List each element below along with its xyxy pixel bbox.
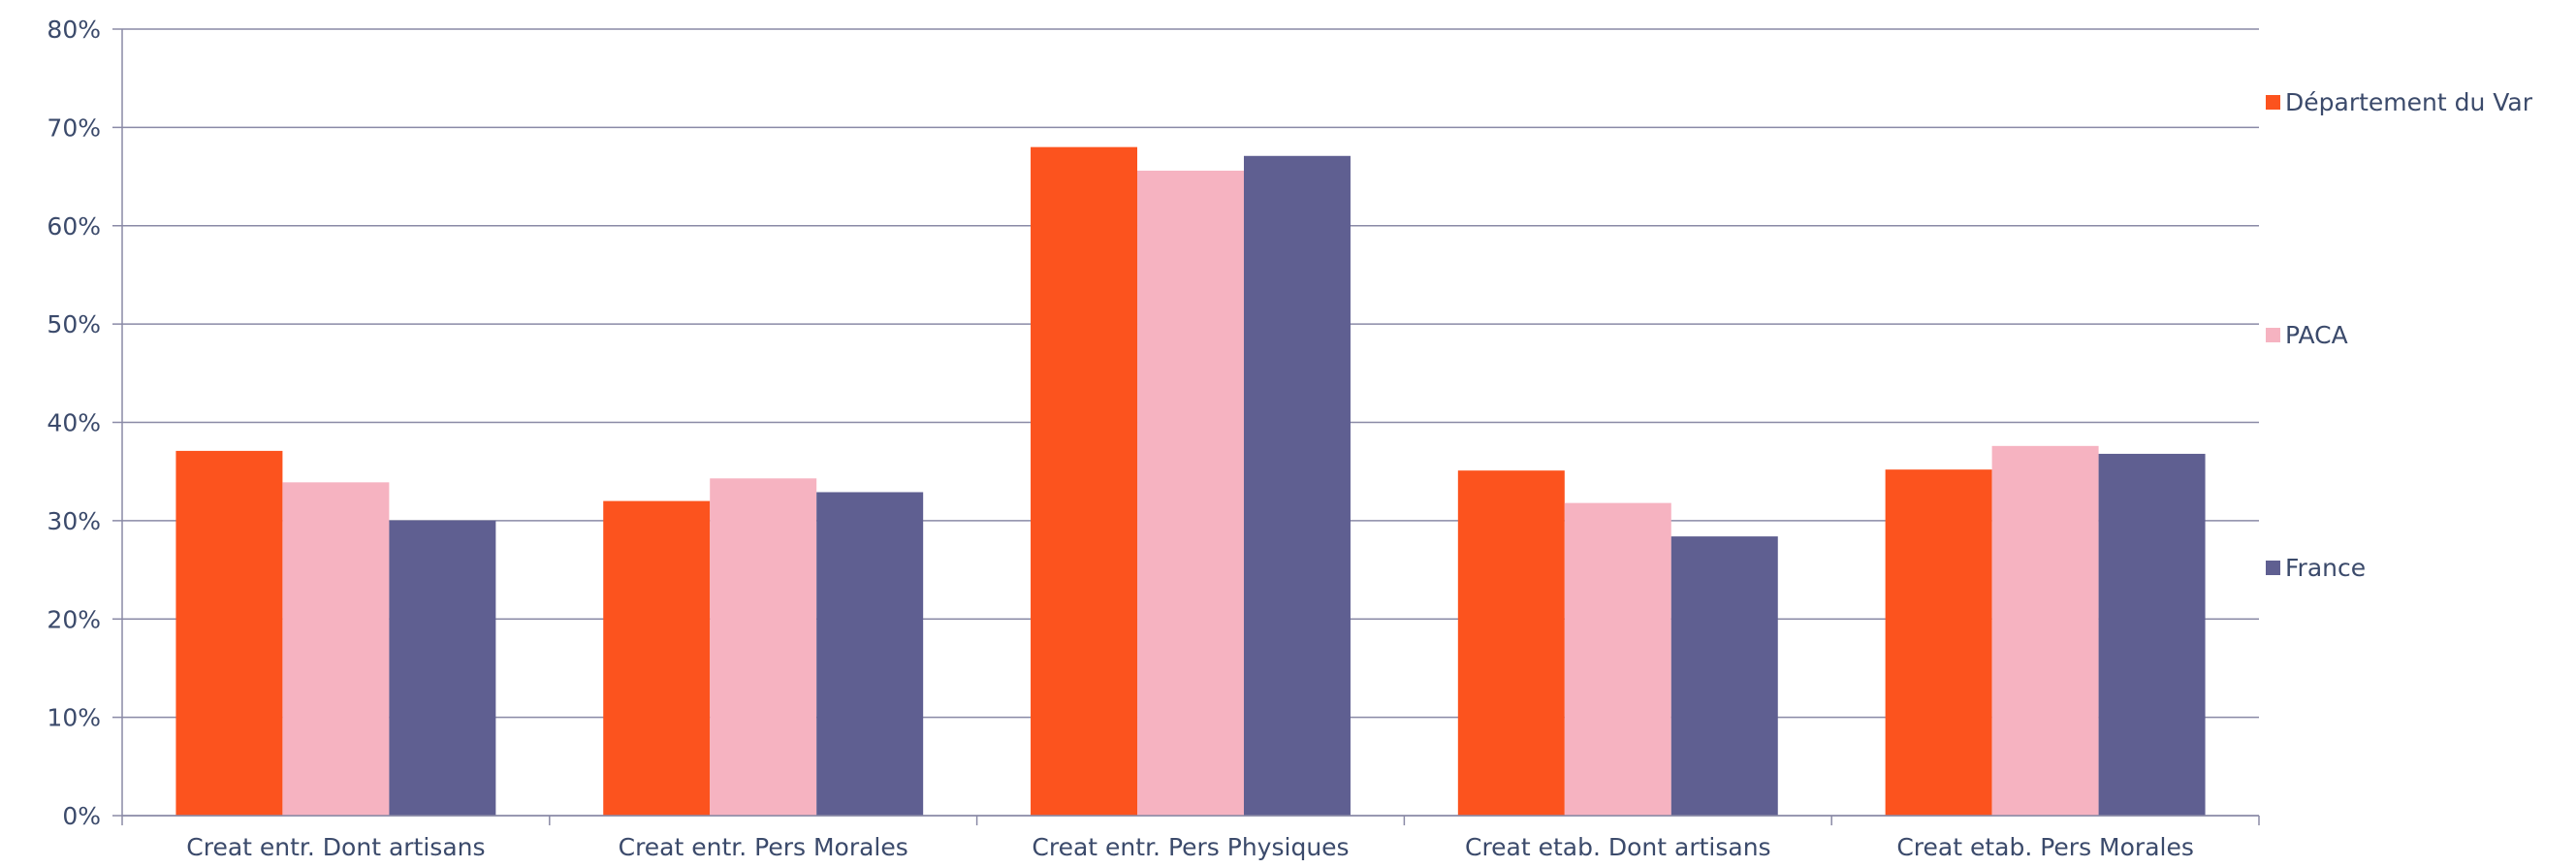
y-tick-label: 10% xyxy=(47,704,101,732)
legend-swatch xyxy=(2266,328,2280,342)
y-tick-label: 70% xyxy=(47,113,101,142)
legend-label: Département du Var xyxy=(2285,88,2533,116)
bar xyxy=(603,500,711,816)
bar xyxy=(2098,453,2206,816)
axis-labels: 0% 10% 20% 30% 40% 50% 60% 70% 80% Creat entr. Do… xyxy=(47,16,2193,861)
bar xyxy=(1670,536,1778,816)
x-tick-label: Creat etab. Pers Morales xyxy=(1896,833,2194,861)
x-tick-label: Creat entr. Pers Physiques xyxy=(1032,833,1349,861)
bar xyxy=(1031,146,1138,816)
bar xyxy=(1457,470,1565,816)
y-tick-label: 30% xyxy=(47,507,101,535)
bar xyxy=(1885,469,1992,816)
x-tick-label: Creat entr. Dont artisans xyxy=(186,833,485,861)
bar xyxy=(1137,170,1244,817)
bar xyxy=(1991,445,2099,816)
y-tick-label: 20% xyxy=(47,605,101,633)
bar xyxy=(710,478,817,816)
y-tick-label: 80% xyxy=(47,16,101,44)
y-tick-label: 50% xyxy=(47,310,101,338)
x-tick-label: Creat entr. Pers Morales xyxy=(619,833,908,861)
bar xyxy=(1564,502,1671,816)
legend: Département du Var PACA France xyxy=(2266,88,2533,582)
legend-swatch xyxy=(2266,95,2280,110)
legend-swatch xyxy=(2266,561,2280,575)
y-tick-label: 60% xyxy=(47,212,101,241)
y-tick-label: 40% xyxy=(47,409,101,437)
bars xyxy=(175,146,2206,817)
bar xyxy=(389,520,496,816)
bar xyxy=(816,492,924,816)
bar xyxy=(1243,155,1351,816)
axes xyxy=(112,28,2260,825)
y-tick-label: 0% xyxy=(62,802,101,830)
x-tick-label: Creat etab. Dont artisans xyxy=(1465,833,1771,861)
bar xyxy=(282,482,390,816)
legend-label: PACA xyxy=(2285,321,2348,349)
bar xyxy=(175,450,283,816)
legend-label: France xyxy=(2285,554,2366,582)
